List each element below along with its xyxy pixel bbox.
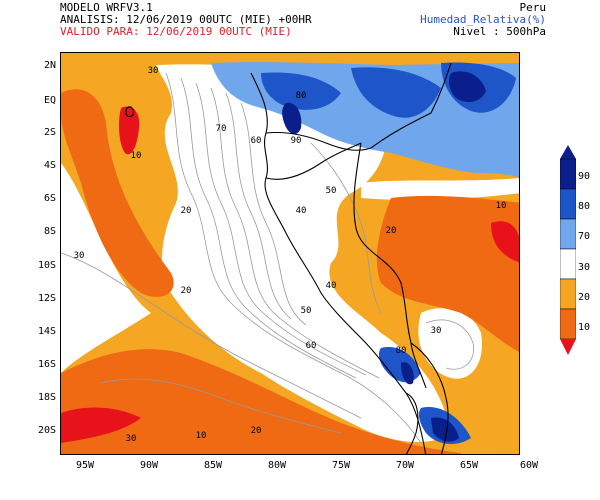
colorbar-arrow-bottom: [560, 339, 576, 355]
field-darkblue-andes-south: [431, 417, 459, 442]
lat-label-12s: 12S: [37, 293, 56, 304]
humidity-map: 30 20 10 70 60 50 40 80 90 20 30 10 20 3…: [60, 52, 520, 455]
lon-label-75w: 75W: [331, 460, 351, 471]
border-bolivia: [410, 342, 449, 454]
border-venezuela: [430, 62, 452, 114]
variable-label: Humedad_Relativa(%): [420, 13, 546, 26]
clabel-3: 70: [216, 124, 227, 134]
coastline: [250, 72, 427, 454]
level-label: Nivel : 500hPa: [453, 25, 546, 38]
lat-label-8s: 8S: [43, 226, 56, 237]
lat-label-20s: 20S: [37, 425, 56, 436]
lon-label-95w: 95W: [75, 460, 95, 471]
field-dark-orange-east: [376, 195, 519, 352]
lat-label-18s: 18S: [37, 392, 56, 403]
lat-label-10s: 10S: [37, 260, 56, 271]
field-darkblue-titicaca: [401, 362, 414, 385]
colorbar-20: [560, 278, 576, 310]
colorbar-label-70: 70: [578, 231, 591, 242]
lat-label-eq: EQ: [43, 95, 56, 106]
clabel-5: 50: [326, 186, 337, 196]
colorbar-70: [560, 218, 576, 250]
clabel-20: 30: [126, 434, 137, 444]
field-white-band: [361, 178, 519, 201]
clabel-11: 10: [496, 201, 507, 211]
model-title: MODELO WRFV3.1: [60, 1, 153, 14]
lat-label-2n: 2N: [43, 60, 56, 71]
colorbar-10: [560, 308, 576, 340]
border-ecuador-colombia: [265, 131, 372, 151]
colorbar-arrow-top: [560, 145, 576, 159]
clabel-13: 30: [431, 326, 442, 336]
lat-label-6s: 6S: [43, 193, 56, 204]
lon-label-60w: 60W: [519, 460, 539, 471]
clabel-0: 30: [148, 66, 159, 76]
analysis-time: ANALISIS: 12/06/2019 00UTC (MIE) +00HR: [60, 13, 312, 26]
colorbar: [560, 145, 576, 355]
clabel-4: 60: [251, 136, 262, 146]
lat-label-2s: 2S: [43, 127, 56, 138]
clabel-8: 90: [291, 136, 302, 146]
clabel-10: 30: [74, 251, 85, 261]
lon-label-90w: 90W: [139, 460, 159, 471]
clabel-18: 10: [196, 431, 207, 441]
colorbar-white: [560, 248, 576, 280]
border-peru-brazil: [353, 142, 427, 389]
lat-label-4s: 4S: [43, 160, 56, 171]
colorbar-label-80: 80: [578, 201, 591, 212]
clabel-6: 40: [296, 206, 307, 216]
field-white-west: [61, 163, 151, 373]
clabel-12: 20: [386, 226, 397, 236]
colorbar-label-20: 20: [578, 292, 591, 303]
clabel-2: 10: [131, 151, 142, 161]
colorbar-90: [560, 158, 576, 190]
lon-label-70w: 70W: [395, 460, 415, 471]
clabel-9: 20: [181, 286, 192, 296]
field-white-bolivia: [418, 308, 482, 379]
borders: [125, 62, 452, 454]
colorbar-label-10: 10: [578, 322, 591, 333]
clabel-15: 50: [301, 306, 312, 316]
field-dark-orange-south: [61, 349, 461, 454]
clabel-16: 60: [306, 341, 317, 351]
field-darkblue-guyana: [448, 71, 486, 103]
contour-labels: 30 20 10 70 60 50 40 80 90 20 30 10 20 3…: [74, 66, 507, 444]
clabel-14: 40: [326, 281, 337, 291]
field-white-central: [156, 64, 451, 443]
clabel-7: 80: [296, 91, 307, 101]
region-label: Peru: [519, 1, 547, 14]
field-red-galapagos: [118, 106, 140, 155]
clabel-1: 20: [181, 206, 192, 216]
clabel-17: 80: [396, 346, 407, 356]
field-blue-colombia: [261, 72, 341, 110]
lon-label-80w: 80W: [267, 460, 287, 471]
colorbar-label-90: 90: [578, 171, 591, 182]
field-red-east: [491, 221, 519, 263]
field-blue-venezuela: [351, 67, 441, 118]
colorbar-80: [560, 188, 576, 220]
lon-label-85w: 85W: [203, 460, 223, 471]
lat-label-14s: 14S: [37, 326, 56, 337]
clabel-19: 20: [251, 426, 262, 436]
galapagos: [125, 106, 135, 118]
border-colombia-venezuela: [370, 112, 432, 149]
field-red-southwest: [61, 407, 141, 443]
colorbar-label-30: 30: [578, 262, 591, 273]
lat-label-16s: 16S: [37, 359, 56, 370]
field-darkblue-colombia: [282, 102, 302, 135]
field-dark-orange-west: [61, 89, 174, 297]
border-chile: [405, 392, 419, 454]
map-canvas: 30 20 10 70 60 50 40 80 90 20 30 10 20 3…: [61, 53, 519, 454]
valid-time: VALIDO PARA: 12/06/2019 00UTC (MIE): [60, 25, 292, 38]
border-ecuador-peru: [265, 142, 362, 180]
contour-lines: [61, 72, 475, 444]
lon-label-65w: 65W: [459, 460, 479, 471]
